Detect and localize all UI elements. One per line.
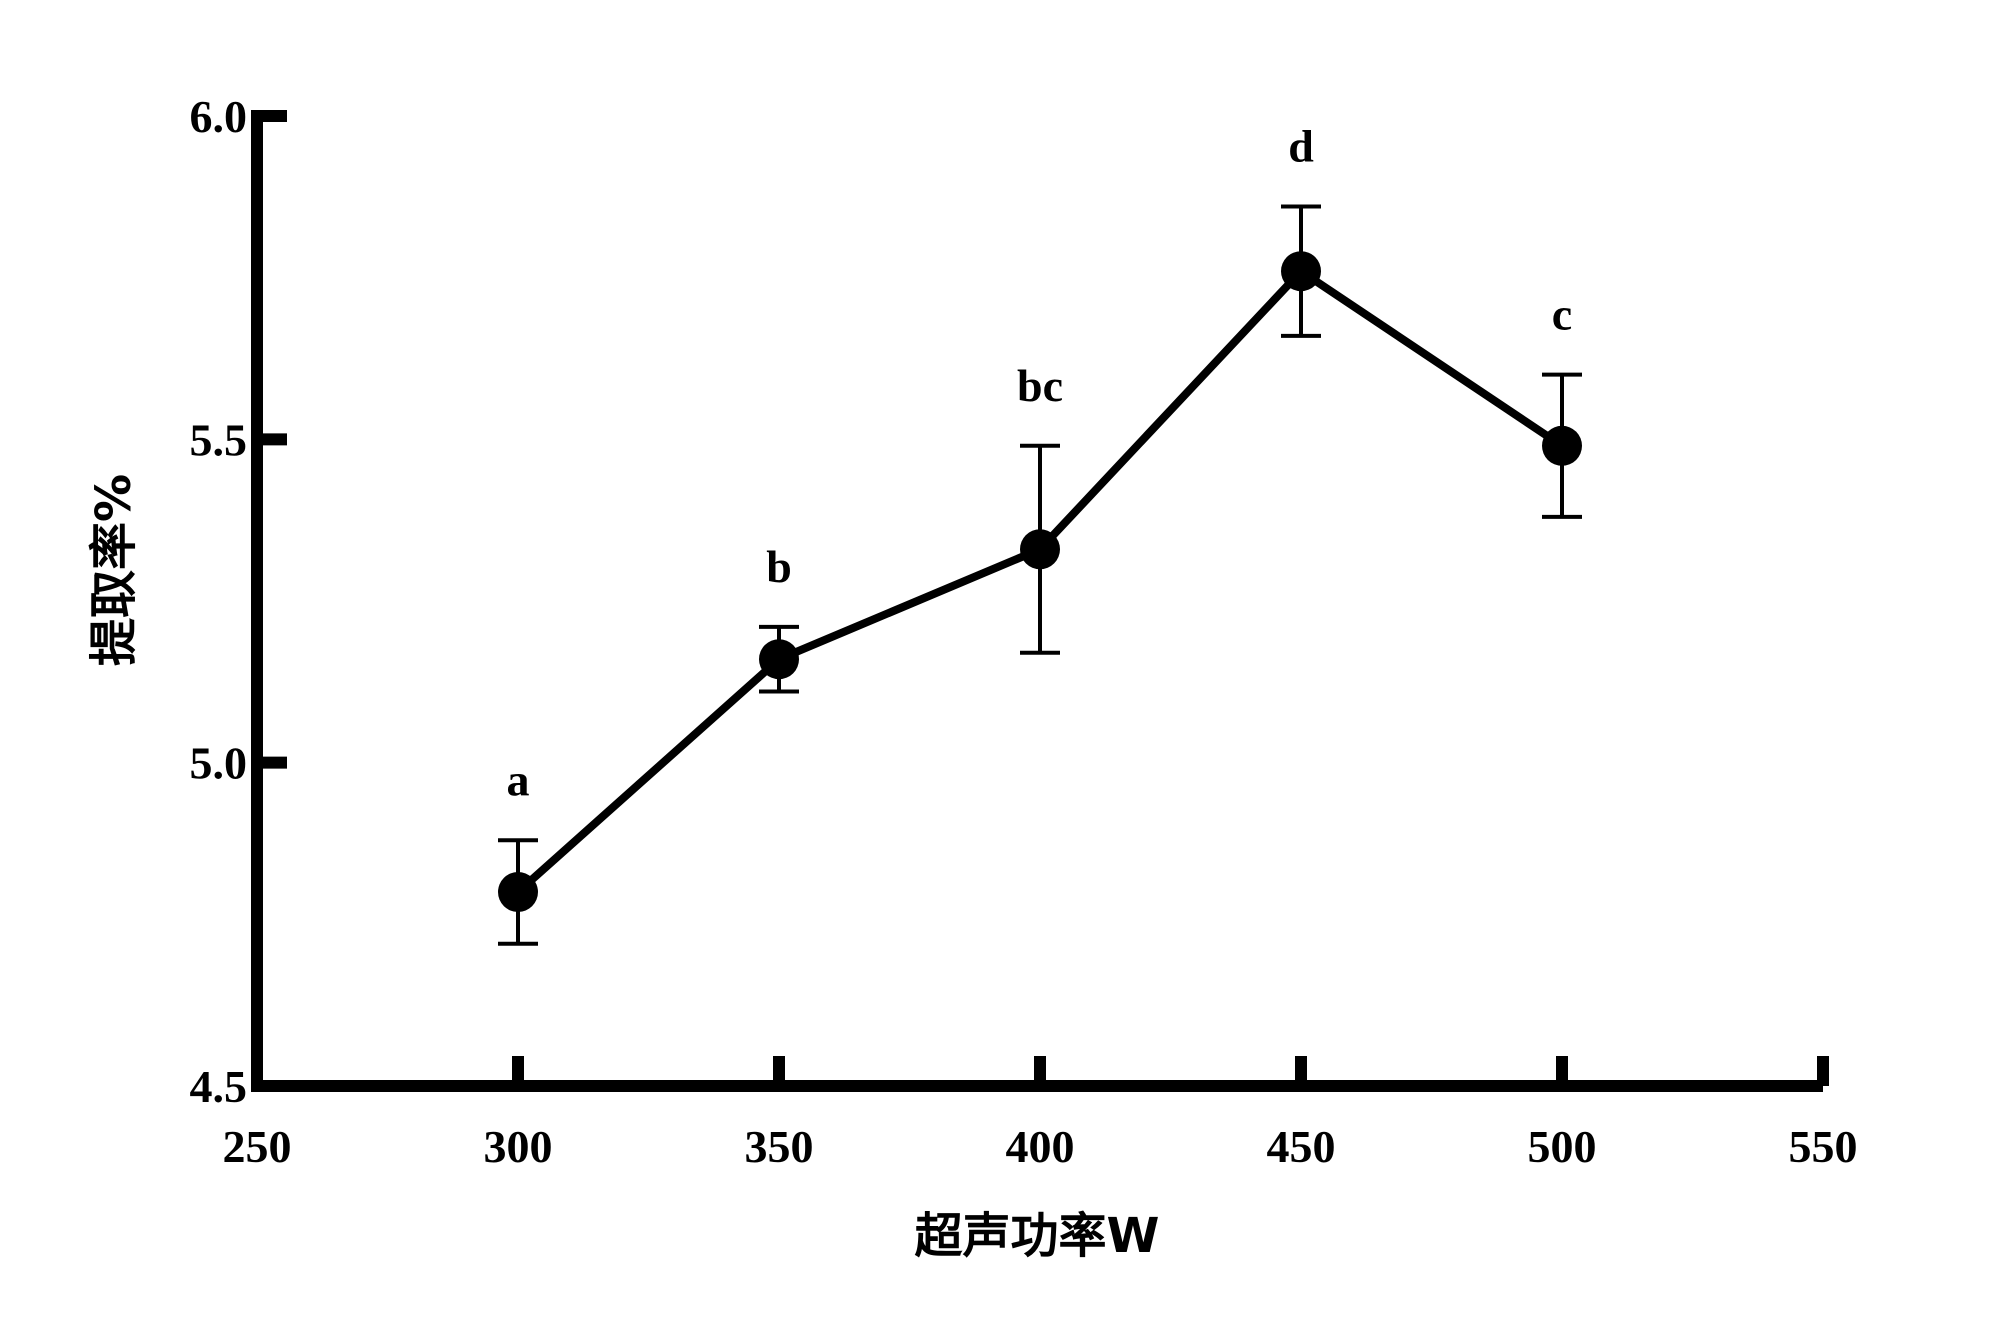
significance-label: bc (1017, 360, 1063, 411)
x-tick-label: 500 (1528, 1121, 1597, 1172)
y-axis-title: 提取率% (86, 474, 142, 666)
data-point (1020, 529, 1060, 570)
significance-label: b (766, 541, 792, 592)
x-tick-label: 400 (1006, 1121, 1075, 1172)
x-tick-label: 550 (1789, 1121, 1858, 1172)
plot-area: a b bc d c (498, 121, 1582, 946)
data-point (498, 872, 538, 912)
data-point (1281, 251, 1321, 292)
data-point (759, 639, 799, 680)
y-tick-label: 5.0 (190, 738, 248, 789)
significance-label: c (1552, 289, 1572, 340)
axes (251, 110, 1823, 1092)
y-tick-label: 4.5 (190, 1061, 248, 1112)
y-axis-ticks: 4.5 5.0 5.5 6.0 (190, 91, 287, 1112)
x-tick-label: 250 (223, 1121, 292, 1172)
y-tick-label: 5.5 (190, 414, 248, 465)
significance-label: d (1288, 121, 1314, 172)
data-point (1542, 425, 1582, 466)
x-tick-label: 450 (1267, 1121, 1336, 1172)
x-axis-title: 超声功率W (915, 1208, 1160, 1264)
x-tick-label: 300 (484, 1121, 553, 1172)
x-tick-label: 350 (745, 1121, 814, 1172)
x-axis-ticks: 250 300 350 400 450 500 550 (223, 1056, 1858, 1172)
significance-label: a (507, 754, 530, 805)
y-tick-label: 6.0 (190, 91, 248, 142)
